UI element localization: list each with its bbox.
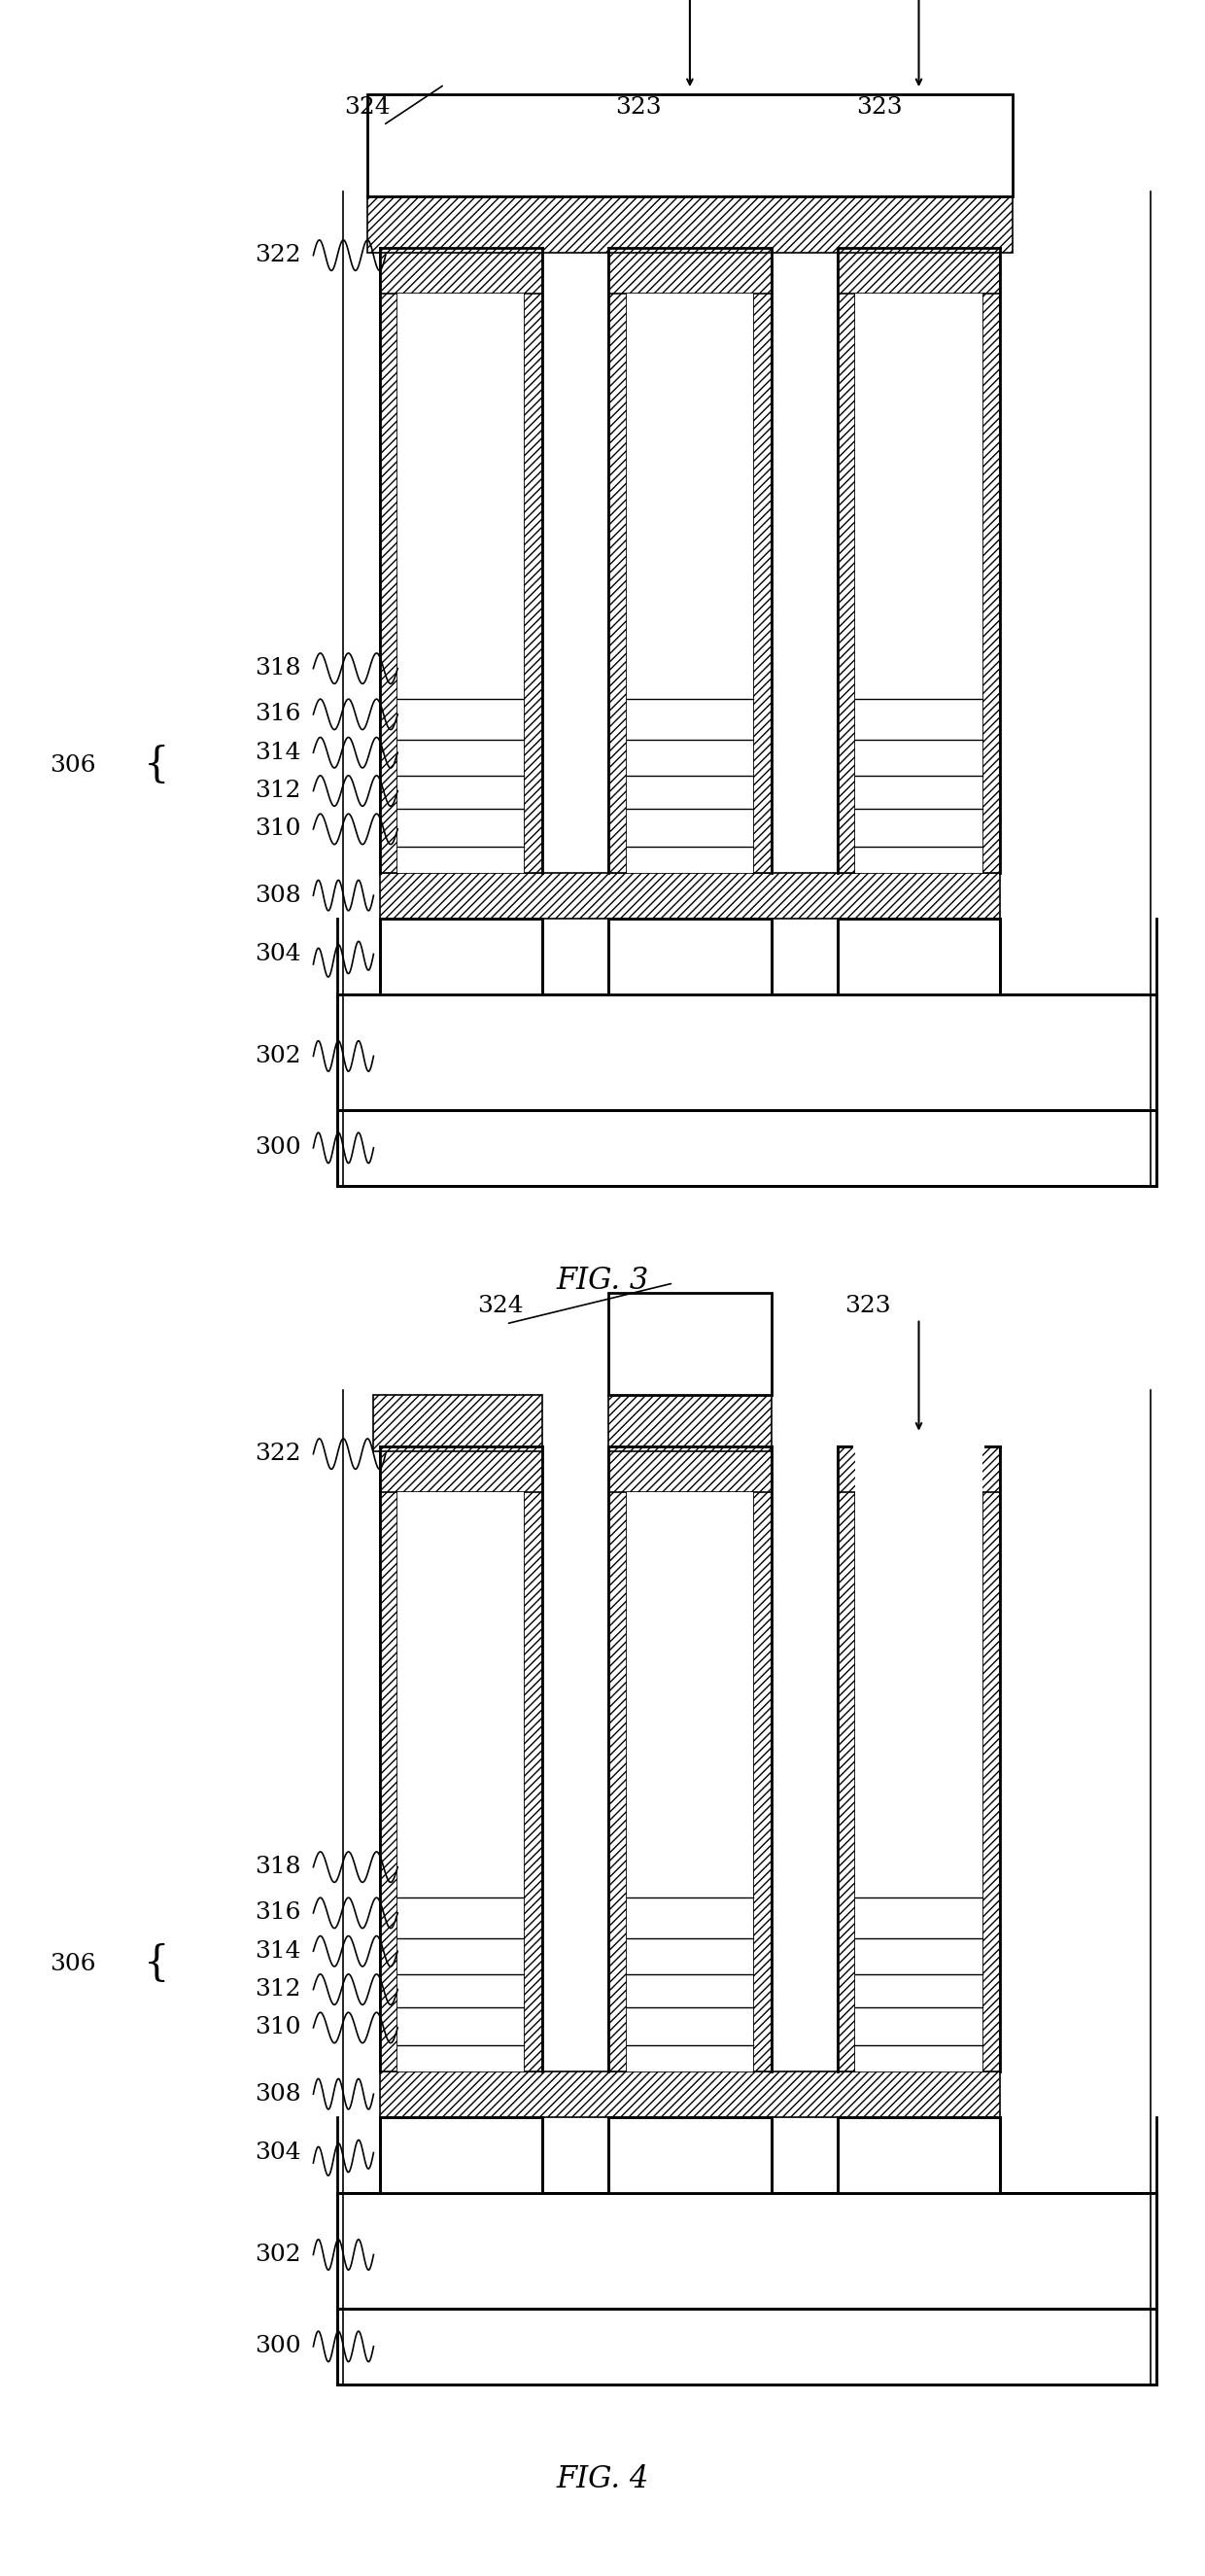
Text: 304: 304 bbox=[255, 2141, 301, 2164]
Bar bbox=[837, 2117, 1000, 2195]
Text: 308: 308 bbox=[255, 884, 301, 907]
Bar bbox=[380, 920, 542, 994]
Bar bbox=[627, 1492, 753, 2071]
Bar bbox=[837, 920, 1000, 994]
Bar bbox=[368, 196, 1012, 252]
Text: 323: 323 bbox=[845, 1296, 890, 1316]
Bar bbox=[368, 95, 1012, 196]
Text: FIG. 4: FIG. 4 bbox=[557, 2465, 648, 2494]
Text: 302: 302 bbox=[255, 2244, 301, 2267]
Text: 312: 312 bbox=[255, 781, 301, 801]
Bar bbox=[609, 1396, 771, 1450]
Bar bbox=[337, 1110, 1157, 1185]
Bar bbox=[609, 247, 627, 873]
Text: 318: 318 bbox=[255, 1855, 301, 1878]
Text: 322: 322 bbox=[255, 1443, 301, 1466]
Text: 322: 322 bbox=[255, 245, 301, 265]
Bar bbox=[524, 247, 542, 873]
Text: 300: 300 bbox=[255, 1136, 301, 1159]
Text: 324: 324 bbox=[477, 1296, 523, 1316]
Text: {: { bbox=[143, 1942, 170, 1984]
Text: 302: 302 bbox=[255, 1046, 301, 1066]
Bar bbox=[837, 247, 1000, 294]
Text: 323: 323 bbox=[616, 95, 662, 118]
Bar bbox=[337, 2195, 1157, 2308]
Text: 312: 312 bbox=[255, 1978, 301, 2002]
Bar bbox=[609, 920, 771, 994]
Bar bbox=[380, 1445, 398, 2071]
Bar bbox=[609, 1445, 627, 2071]
Bar bbox=[337, 994, 1157, 1110]
Bar bbox=[398, 294, 524, 873]
Bar bbox=[609, 1445, 771, 1492]
Text: 316: 316 bbox=[255, 1901, 301, 1924]
Text: 314: 314 bbox=[255, 742, 301, 762]
Text: 300: 300 bbox=[255, 2336, 301, 2357]
Bar bbox=[609, 247, 771, 294]
Bar bbox=[380, 873, 1000, 920]
Bar bbox=[837, 1445, 856, 2071]
Text: 324: 324 bbox=[345, 95, 390, 118]
Bar bbox=[380, 2117, 542, 2195]
Text: 316: 316 bbox=[255, 703, 301, 726]
Text: 308: 308 bbox=[255, 2084, 301, 2105]
Text: 304: 304 bbox=[255, 943, 301, 966]
Text: 310: 310 bbox=[255, 819, 301, 840]
Text: 310: 310 bbox=[255, 2017, 301, 2038]
Text: FIG. 3: FIG. 3 bbox=[557, 1265, 648, 1296]
Bar bbox=[982, 1445, 1000, 2071]
Bar bbox=[374, 1396, 542, 1450]
Text: 306: 306 bbox=[51, 1953, 96, 1976]
Text: 323: 323 bbox=[857, 95, 903, 118]
Bar bbox=[398, 1492, 524, 2071]
Bar bbox=[856, 1492, 982, 2071]
Text: 318: 318 bbox=[255, 657, 301, 680]
Bar bbox=[609, 1293, 771, 1396]
Bar bbox=[380, 247, 398, 873]
Bar bbox=[837, 247, 856, 873]
Bar bbox=[627, 294, 753, 873]
Text: {: { bbox=[143, 744, 170, 786]
Bar bbox=[837, 1445, 1000, 1492]
Bar bbox=[609, 2117, 771, 2195]
Bar bbox=[380, 247, 542, 294]
Bar bbox=[380, 2071, 1000, 2117]
Bar bbox=[337, 2308, 1157, 2385]
Bar bbox=[753, 1445, 771, 2071]
Bar bbox=[856, 294, 982, 873]
Bar bbox=[856, 1440, 982, 1492]
Text: 314: 314 bbox=[255, 1940, 301, 1963]
Bar bbox=[982, 247, 1000, 873]
Bar bbox=[753, 247, 771, 873]
Bar bbox=[380, 1445, 542, 1492]
Bar bbox=[524, 1445, 542, 2071]
Text: 306: 306 bbox=[51, 755, 96, 775]
